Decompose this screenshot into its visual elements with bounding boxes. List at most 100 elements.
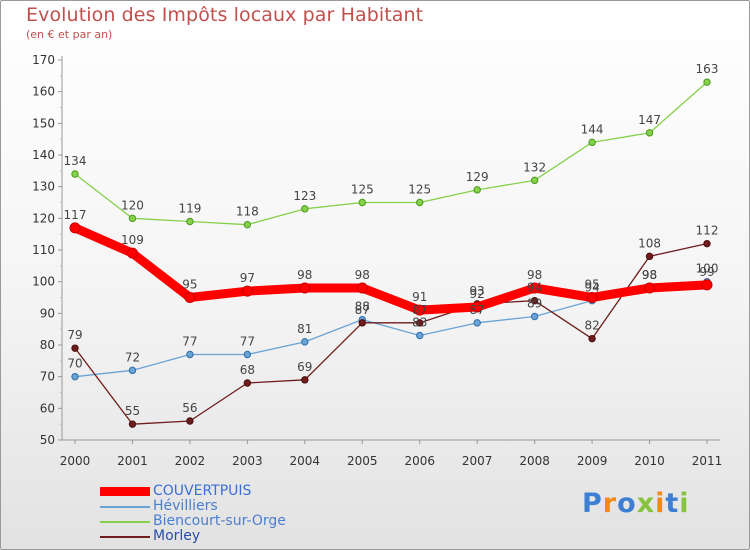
chart-legend: COUVERTPUIS Hévilliers Biencourt-sur-Orge M… xyxy=(100,484,286,544)
series-line-2 xyxy=(74,81,708,226)
legend-item: Hévilliers xyxy=(100,499,286,514)
data-point xyxy=(530,312,539,321)
data-label: 88 xyxy=(355,300,370,314)
data-label: 87 xyxy=(355,303,370,317)
legend-label: Biencourt-sur-Orge xyxy=(153,513,286,529)
data-label: 125 xyxy=(351,183,374,197)
data-point xyxy=(473,186,481,194)
y-tick-label: 80 xyxy=(40,338,55,352)
data-point xyxy=(703,78,711,86)
data-label: 117 xyxy=(64,208,87,222)
data-label: 94 xyxy=(527,281,542,295)
data-label: 94 xyxy=(584,281,599,295)
chart-title: Evolution des Impôts locaux par Habitant xyxy=(26,4,424,26)
data-label: 123 xyxy=(293,189,316,203)
data-label: 108 xyxy=(638,236,661,250)
legend-label: Hévilliers xyxy=(153,498,218,514)
data-point xyxy=(128,366,137,375)
data-label: 98 xyxy=(642,268,657,282)
y-tick-label: 160 xyxy=(32,85,55,99)
data-label: 95 xyxy=(584,278,599,292)
data-label: 70 xyxy=(67,357,82,371)
logo-letter: x xyxy=(636,488,656,519)
data-point xyxy=(184,292,196,303)
data-point xyxy=(416,331,424,340)
data-label: 112 xyxy=(696,224,719,238)
proxiti-logo: Proxiti xyxy=(582,488,690,519)
data-point xyxy=(530,176,539,185)
data-label: 163 xyxy=(696,62,719,76)
data-point xyxy=(416,319,424,327)
data-label: 134 xyxy=(64,154,87,168)
data-label: 79 xyxy=(67,328,82,342)
logo-letter: i xyxy=(655,488,666,519)
y-tick-label: 130 xyxy=(32,180,55,194)
legend-item: Biencourt-sur-Orge xyxy=(100,514,286,529)
data-point xyxy=(71,372,79,381)
data-point xyxy=(301,205,309,213)
data-label: 98 xyxy=(527,268,542,282)
data-label: 82 xyxy=(584,319,599,333)
x-tick-label: 2001 xyxy=(117,454,148,468)
data-label: 129 xyxy=(466,170,489,184)
data-label: 91 xyxy=(412,290,427,304)
data-point xyxy=(301,376,309,384)
data-label: 100 xyxy=(696,262,719,276)
data-point xyxy=(186,217,194,226)
data-point xyxy=(356,282,368,294)
data-point xyxy=(69,222,81,234)
data-label: 99 xyxy=(699,265,714,279)
data-label: 118 xyxy=(236,205,259,219)
data-point xyxy=(299,282,311,294)
data-label: 98 xyxy=(355,268,370,282)
y-tick-label: 120 xyxy=(32,211,55,225)
data-label: 98 xyxy=(642,268,657,282)
data-point xyxy=(301,338,309,346)
data-point xyxy=(471,301,483,313)
data-label: 93 xyxy=(470,284,485,298)
data-point xyxy=(126,247,138,259)
logo-letter: o xyxy=(617,488,637,519)
data-point xyxy=(414,304,426,316)
data-label: 98 xyxy=(297,268,312,282)
legend-item: Morley xyxy=(100,529,286,544)
data-label: 132 xyxy=(523,160,546,174)
x-tick-label: 2009 xyxy=(577,454,608,468)
y-tick-label: 140 xyxy=(32,148,55,162)
data-point xyxy=(530,296,539,305)
data-point xyxy=(243,220,252,229)
data-label: 92 xyxy=(470,287,485,301)
data-point xyxy=(416,198,424,207)
x-tick-label: 2000 xyxy=(60,454,91,468)
x-tick-label: 2011 xyxy=(692,454,723,468)
data-label: 147 xyxy=(638,113,661,127)
data-label: 87 xyxy=(470,303,485,317)
data-point xyxy=(645,252,654,261)
x-tick-label: 2003 xyxy=(232,454,263,468)
data-point xyxy=(128,214,137,223)
data-point xyxy=(71,170,79,178)
data-point xyxy=(701,279,713,291)
legend-label: COUVERTPUIS xyxy=(153,483,252,499)
legend-swatch xyxy=(100,535,150,538)
y-tick-label: 70 xyxy=(40,370,55,384)
data-label: 119 xyxy=(178,202,201,216)
chart-subtitle: (en € et par an) xyxy=(26,28,113,41)
data-point xyxy=(358,198,366,207)
y-tick-label: 50 xyxy=(40,433,55,447)
data-label: 72 xyxy=(125,350,140,364)
data-label: 55 xyxy=(125,404,140,418)
logo-letter: r xyxy=(602,488,618,519)
legend-label: Morley xyxy=(153,528,201,544)
y-tick-label: 60 xyxy=(40,401,55,415)
x-tick-label: 2004 xyxy=(290,454,321,468)
data-label: 144 xyxy=(581,122,604,136)
y-tick-label: 170 xyxy=(32,53,55,67)
data-label: 97 xyxy=(240,271,255,285)
data-label: 77 xyxy=(240,335,255,349)
data-point xyxy=(529,282,541,294)
data-point xyxy=(243,350,252,359)
data-label: 87 xyxy=(412,303,427,317)
data-point xyxy=(588,138,596,147)
data-point xyxy=(128,420,137,428)
